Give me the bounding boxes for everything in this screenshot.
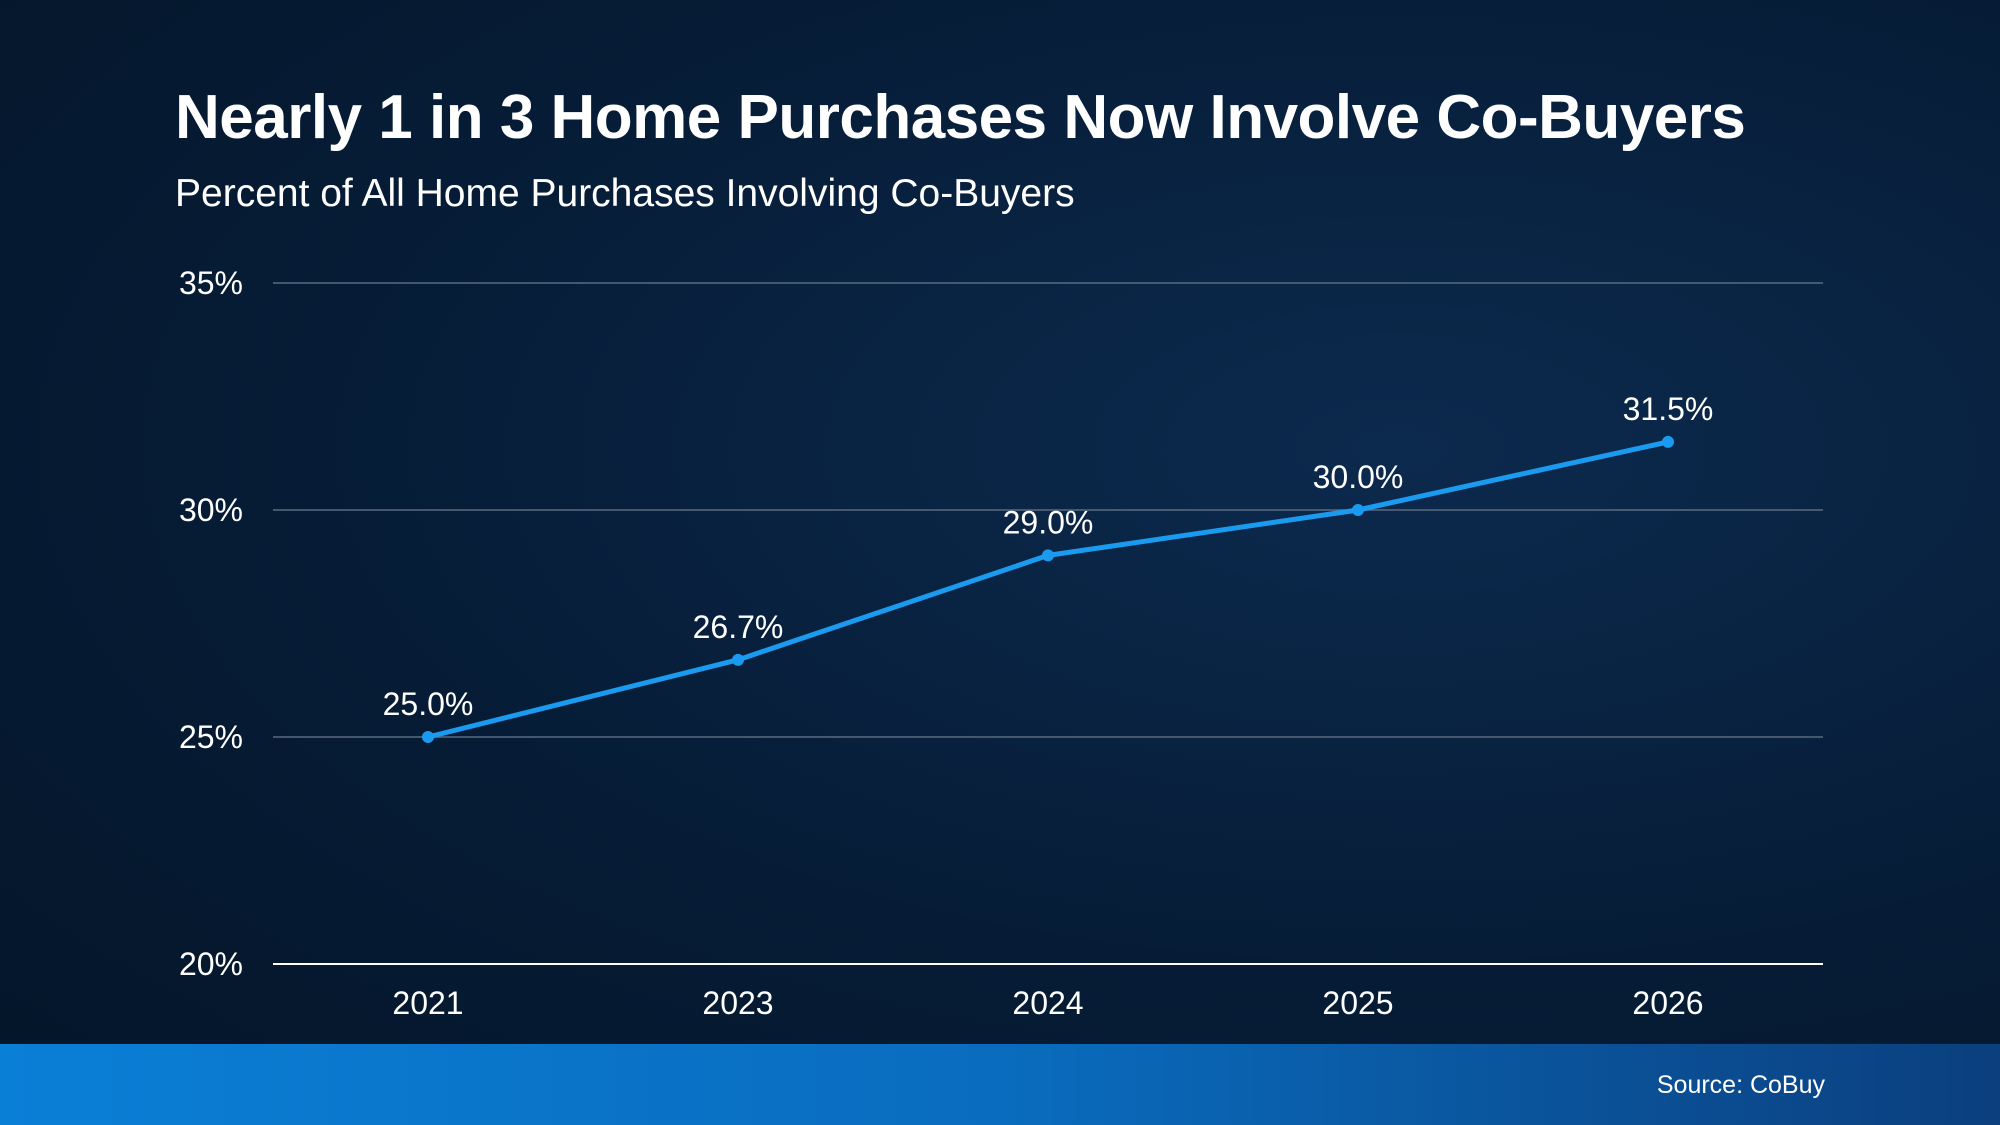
series-co-buyers	[422, 435, 1674, 743]
chart-title: Nearly 1 in 3 Home Purchases Now Involve…	[175, 83, 1746, 152]
data-label: 30.0%	[1313, 459, 1404, 495]
series-line	[425, 439, 1671, 740]
x-tick-label: 2025	[1322, 985, 1393, 1021]
x-tick-label: 2024	[1012, 985, 1083, 1021]
x-tick-label: 2021	[392, 985, 463, 1021]
x-tick-label: 2023	[702, 985, 773, 1021]
footer-bar	[0, 1044, 2000, 1125]
x-axis-tick-labels: 2021 2023 2024 2025 2026	[392, 985, 1703, 1021]
data-point	[1662, 435, 1674, 448]
data-label: 26.7%	[693, 609, 784, 645]
data-label: 25.0%	[383, 686, 474, 722]
x-tick-label: 2026	[1632, 985, 1703, 1021]
gridlines	[273, 282, 1823, 965]
data-point	[1352, 504, 1364, 516]
data-labels: 25.0% 26.7% 29.0% 30.0% 31.5%	[383, 391, 1714, 722]
data-point	[422, 731, 434, 743]
chart-subtitle: Percent of All Home Purchases Involving …	[175, 172, 1075, 215]
data-label: 31.5%	[1623, 391, 1714, 427]
y-axis-tick-labels: 20% 25% 30% 35%	[179, 265, 243, 982]
y-tick-label: 30%	[179, 492, 243, 528]
data-label: 29.0%	[1003, 504, 1094, 540]
y-tick-label: 20%	[179, 946, 243, 982]
data-point	[732, 653, 744, 666]
y-tick-label: 35%	[179, 265, 243, 301]
source-note: Source: CoBuy	[1656, 1071, 1825, 1099]
y-tick-label: 25%	[179, 719, 243, 755]
data-point	[1042, 549, 1054, 562]
